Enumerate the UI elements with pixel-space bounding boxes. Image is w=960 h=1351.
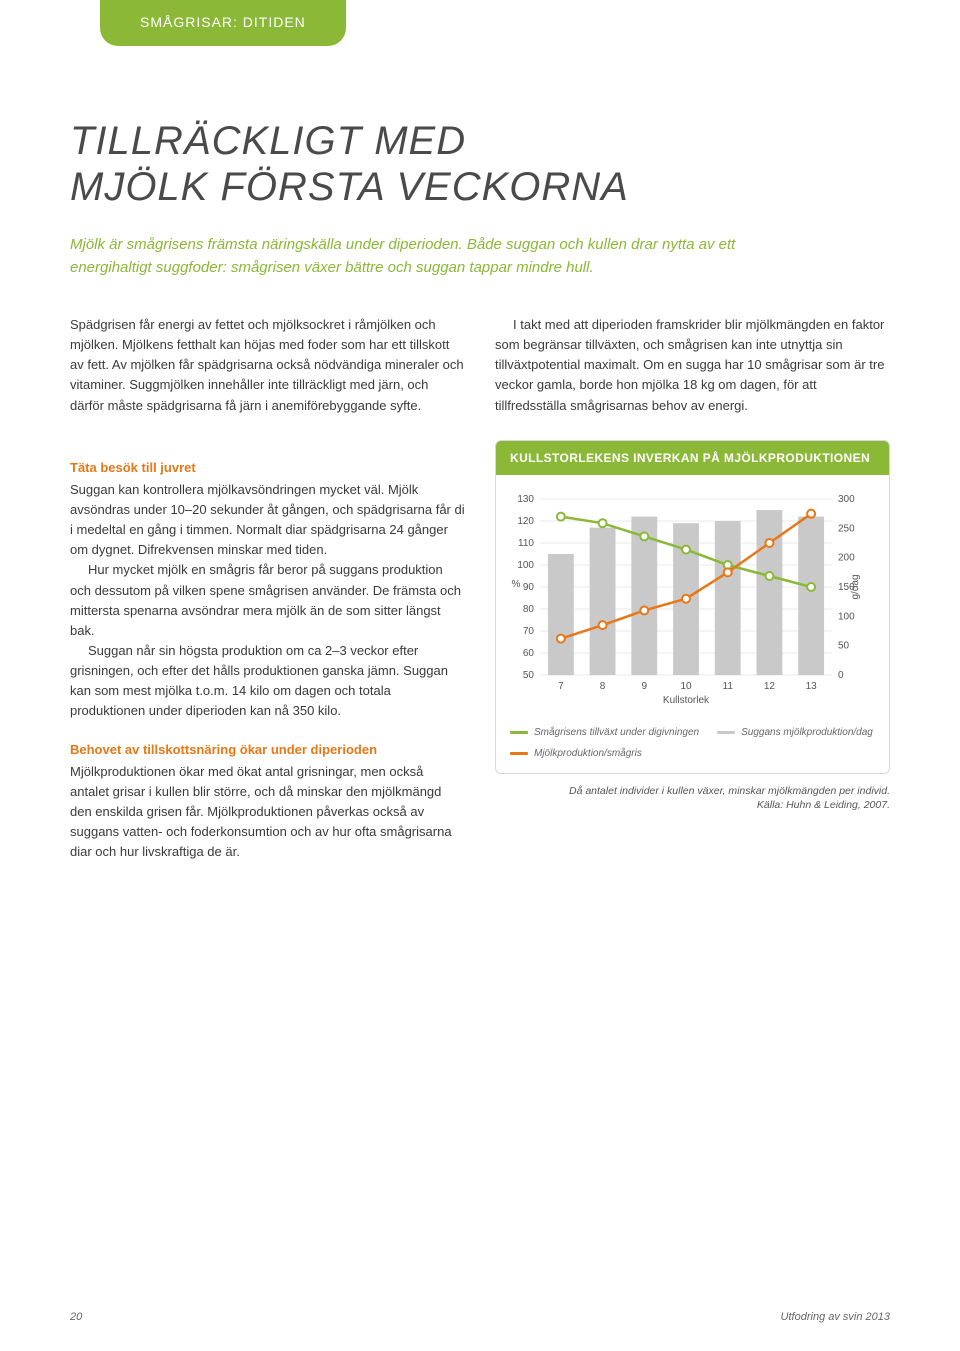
svg-text:50: 50 bbox=[523, 670, 535, 681]
svg-text:100: 100 bbox=[517, 560, 534, 571]
chart-svg: 5060708090100110120130050100150200250300… bbox=[506, 489, 866, 709]
svg-text:7: 7 bbox=[558, 681, 564, 692]
svg-text:100: 100 bbox=[838, 611, 855, 622]
svg-text:0: 0 bbox=[838, 670, 844, 681]
page-number: 20 bbox=[70, 1311, 82, 1323]
legend-item: Mjölkproduktion/smågris bbox=[510, 748, 642, 759]
col1-para: Spädgrisen får energi av fettet och mjöl… bbox=[70, 315, 465, 416]
svg-text:8: 8 bbox=[600, 681, 606, 692]
para-2: Mjölkproduktionen ökar med ökat antal gr… bbox=[70, 762, 465, 863]
legend-swatch bbox=[510, 731, 528, 734]
body-col-2: I takt med att diperioden framskrider bl… bbox=[495, 315, 890, 416]
svg-text:g/dag: g/dag bbox=[850, 574, 861, 599]
para-1b: Hur mycket mjölk en smågris får beror på… bbox=[70, 560, 465, 641]
legend-swatch bbox=[510, 752, 528, 755]
svg-text:50: 50 bbox=[838, 640, 850, 651]
chart-title: KULLSTORLEKENS INVERKAN PÅ MJÖLKPRODUKTI… bbox=[496, 441, 889, 475]
chart-caption: Då antalet individer i kullen växer, min… bbox=[495, 784, 890, 813]
legend-label: Suggans mjölkproduktion/dag bbox=[741, 727, 873, 738]
legend-item: Suggans mjölkproduktion/dag bbox=[717, 727, 873, 738]
svg-text:120: 120 bbox=[517, 516, 534, 527]
text-column: Täta besök till juvret Suggan kan kontro… bbox=[70, 440, 465, 863]
chart-box: KULLSTORLEKENS INVERKAN PÅ MJÖLKPRODUKTI… bbox=[495, 440, 890, 774]
svg-text:9: 9 bbox=[642, 681, 648, 692]
chart-legend: Smågrisens tillväxt under digivningen Sug… bbox=[496, 717, 889, 773]
svg-text:%: % bbox=[512, 579, 521, 590]
svg-text:12: 12 bbox=[764, 681, 776, 692]
svg-text:80: 80 bbox=[523, 604, 535, 615]
page-footer: 20 Utfodring av svin 2013 bbox=[70, 1311, 890, 1323]
svg-text:200: 200 bbox=[838, 552, 855, 563]
para-1a: Suggan kan kontrollera mjölkavsöndringen… bbox=[70, 480, 465, 561]
svg-text:11: 11 bbox=[723, 681, 734, 692]
caption-line-2: Källa: Huhn & Leiding, 2007. bbox=[757, 799, 890, 811]
para-1c: Suggan når sin högsta produktion om ca 2… bbox=[70, 641, 465, 722]
legend-label: Mjölkproduktion/smågris bbox=[534, 748, 642, 759]
legend-label: Smågrisens tillväxt under digivningen bbox=[534, 727, 699, 738]
publication-name: Utfodring av svin 2013 bbox=[781, 1311, 890, 1323]
svg-text:130: 130 bbox=[517, 494, 534, 505]
svg-text:110: 110 bbox=[518, 538, 534, 549]
svg-text:Kullstorlek: Kullstorlek bbox=[663, 695, 710, 706]
svg-text:250: 250 bbox=[838, 523, 855, 534]
body-columns: Spädgrisen får energi av fettet och mjöl… bbox=[70, 315, 890, 416]
svg-text:60: 60 bbox=[523, 648, 535, 659]
svg-text:90: 90 bbox=[523, 582, 535, 593]
section-tab: SMÅGRISAR: DITIDEN bbox=[100, 0, 346, 46]
svg-text:70: 70 bbox=[523, 626, 535, 637]
caption-line-1: Då antalet individer i kullen växer, min… bbox=[569, 785, 890, 797]
chart-column: KULLSTORLEKENS INVERKAN PÅ MJÖLKPRODUKTI… bbox=[495, 440, 890, 863]
subhead-1: Täta besök till juvret bbox=[70, 458, 465, 478]
legend-item: Smågrisens tillväxt under digivningen bbox=[510, 727, 699, 738]
title-line-1: TILLRÄCKLIGT MED bbox=[70, 119, 466, 163]
body-col-1: Spädgrisen får energi av fettet och mjöl… bbox=[70, 315, 465, 416]
col2-para: I takt med att diperioden framskrider bl… bbox=[495, 315, 890, 416]
chart-area: 5060708090100110120130050100150200250300… bbox=[496, 475, 889, 717]
svg-text:13: 13 bbox=[806, 681, 818, 692]
page-title: TILLRÄCKLIGT MED MJÖLK FÖRSTA VECKORNA bbox=[70, 118, 890, 210]
legend-swatch bbox=[717, 731, 735, 734]
svg-text:300: 300 bbox=[838, 494, 855, 505]
intro-text: Mjölk är smågrisens främsta näringskälla… bbox=[70, 234, 810, 279]
title-line-2: MJÖLK FÖRSTA VECKORNA bbox=[70, 165, 629, 209]
lower-section: Täta besök till juvret Suggan kan kontro… bbox=[70, 440, 890, 863]
svg-text:10: 10 bbox=[680, 681, 692, 692]
subhead-2: Behovet av tillskottsnäring ökar under d… bbox=[70, 740, 465, 760]
